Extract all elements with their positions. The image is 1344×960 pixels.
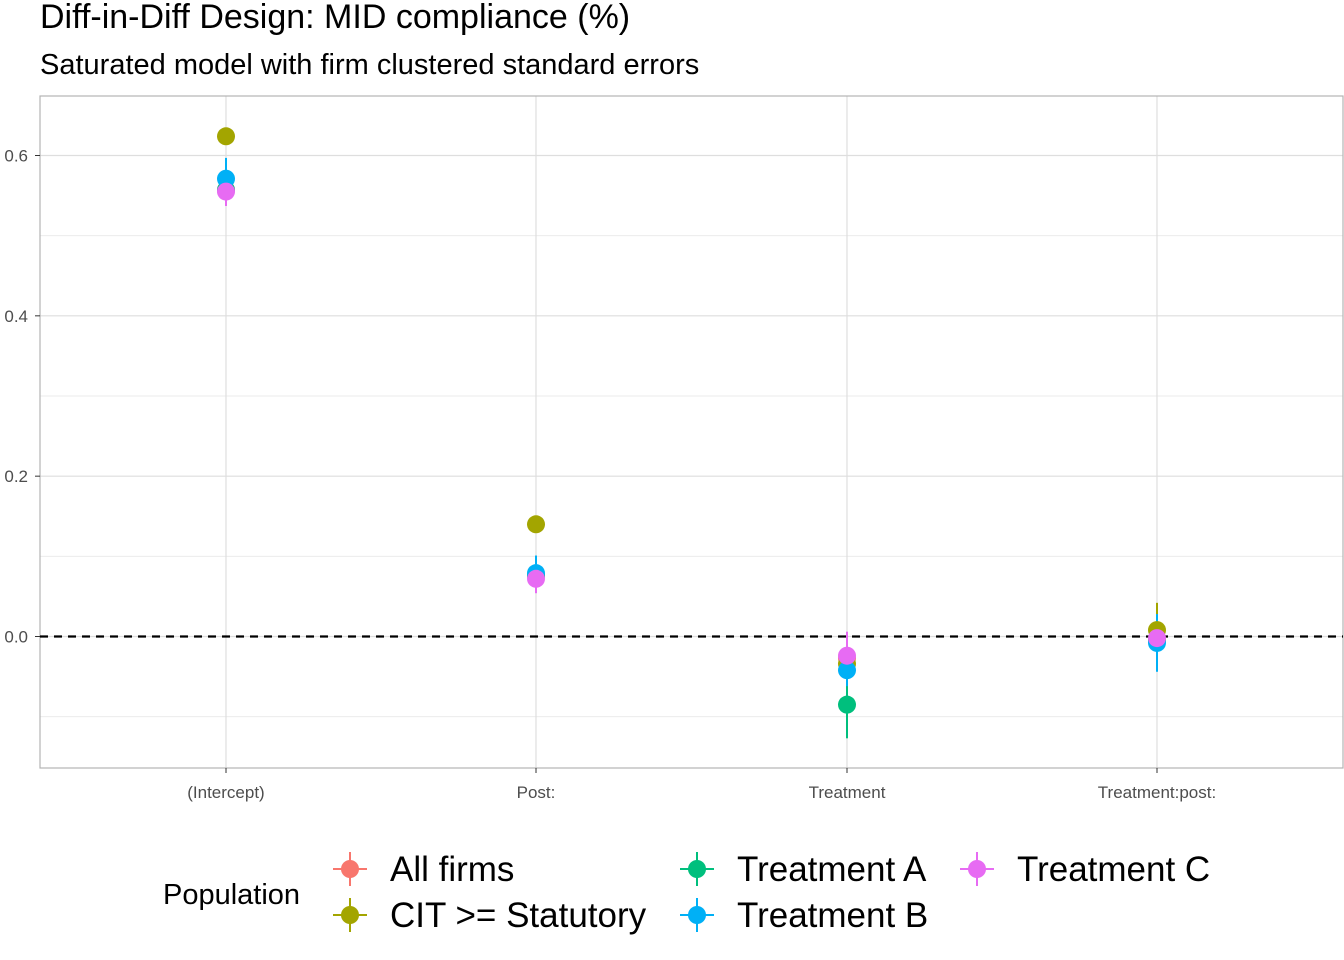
legend: Population All firms CIT >= Statutory Trea… bbox=[163, 850, 1210, 935]
x-tick-label: Treatment bbox=[809, 783, 886, 802]
data-point bbox=[217, 182, 235, 201]
x-tick-label: Treatment:post: bbox=[1098, 783, 1216, 802]
data-point bbox=[838, 646, 856, 665]
data-point bbox=[527, 515, 545, 534]
legend-label: Treatment B bbox=[737, 896, 928, 935]
legend-label: Treatment A bbox=[737, 850, 927, 889]
data-point bbox=[1148, 629, 1166, 648]
data-point bbox=[838, 695, 856, 714]
plot-area bbox=[39, 95, 1344, 769]
y-tick-label: 0.0 bbox=[4, 628, 28, 647]
data-point bbox=[838, 661, 856, 680]
legend-key-point bbox=[688, 860, 706, 878]
series-points-1 bbox=[217, 127, 1166, 673]
series-points-3 bbox=[217, 169, 1166, 680]
series-3 bbox=[225, 157, 1158, 687]
data-point bbox=[217, 169, 235, 188]
legend-items: All firms CIT >= Statutory Treatment A Trea… bbox=[333, 850, 1210, 935]
series-points-2 bbox=[217, 180, 1166, 714]
legend-key-point bbox=[968, 860, 986, 878]
chart-subtitle: Saturated model with firm clustered stan… bbox=[40, 49, 699, 81]
data-point bbox=[527, 569, 545, 588]
data-point bbox=[217, 127, 235, 146]
legend-key-point bbox=[688, 906, 706, 924]
x-tick-label: (Intercept) bbox=[187, 783, 264, 802]
legend-item: CIT >= Statutory bbox=[333, 896, 647, 935]
x-tick-label: Post: bbox=[517, 783, 556, 802]
legend-key-point bbox=[341, 906, 359, 924]
legend-item: Treatment A bbox=[680, 850, 927, 889]
legend-label: All firms bbox=[390, 850, 514, 889]
y-tick-label: 0.6 bbox=[4, 147, 28, 166]
y-tick-label: 0.4 bbox=[4, 307, 28, 326]
legend-item: All firms bbox=[333, 850, 514, 889]
legend-label: Treatment C bbox=[1017, 850, 1210, 889]
legend-item: Treatment C bbox=[960, 850, 1210, 889]
legend-label: CIT >= Statutory bbox=[390, 896, 647, 935]
series-0 bbox=[225, 180, 1158, 667]
y-axis-ticks: 0.0 0.2 0.4 0.6 bbox=[4, 147, 40, 647]
legend-item: Treatment B bbox=[680, 896, 928, 935]
legend-key-point bbox=[341, 860, 359, 878]
series-2 bbox=[225, 180, 1158, 739]
panel-border bbox=[39, 95, 1344, 769]
chart-title: Diff-in-Diff Design: MID compliance (%) bbox=[40, 0, 630, 36]
y-tick-label: 0.2 bbox=[4, 467, 28, 486]
series-4 bbox=[225, 177, 1158, 672]
legend-title: Population bbox=[163, 879, 300, 911]
series-1 bbox=[225, 128, 1158, 677]
series-points-4 bbox=[217, 182, 1166, 665]
x-axis-ticks: (Intercept) Post: Treatment Treatment:post: bbox=[187, 768, 1216, 802]
series-points-0 bbox=[217, 180, 1166, 668]
